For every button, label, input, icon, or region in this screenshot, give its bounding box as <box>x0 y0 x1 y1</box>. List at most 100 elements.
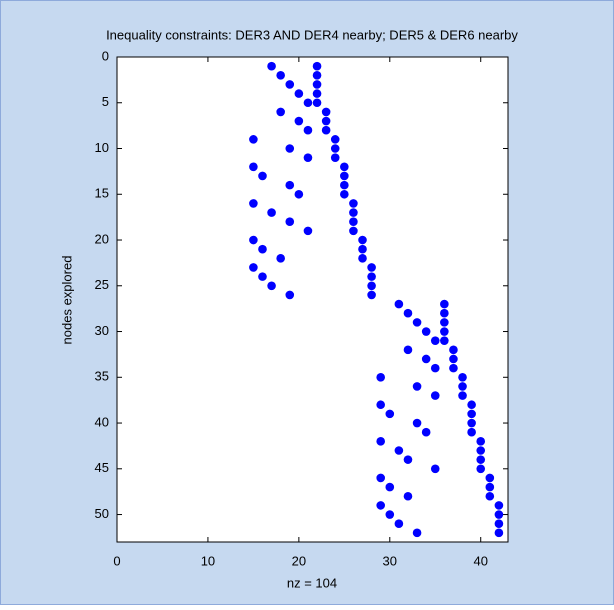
point <box>267 281 276 291</box>
y-axis-label: nodes explored <box>59 256 74 345</box>
point <box>358 254 367 263</box>
point <box>485 473 495 483</box>
point <box>440 327 449 336</box>
point <box>340 189 349 199</box>
point <box>276 71 285 80</box>
point <box>494 510 504 519</box>
point <box>303 153 313 162</box>
point <box>403 308 413 318</box>
point <box>249 135 258 144</box>
point <box>267 208 276 217</box>
point <box>458 391 467 400</box>
point <box>330 153 340 162</box>
plot-area <box>116 56 509 543</box>
point <box>385 510 395 519</box>
point <box>358 244 367 254</box>
point <box>285 80 295 89</box>
point <box>312 71 322 80</box>
point <box>412 528 422 538</box>
point <box>403 345 413 355</box>
y-tick-label: 10 <box>95 140 109 155</box>
point <box>430 336 440 345</box>
point <box>321 107 331 117</box>
point <box>376 400 385 410</box>
point <box>430 464 440 474</box>
point <box>476 464 486 474</box>
point <box>285 290 295 300</box>
point <box>367 290 376 300</box>
point <box>340 180 349 190</box>
point <box>276 107 285 117</box>
point <box>440 336 449 345</box>
point <box>430 363 440 373</box>
point <box>476 455 486 464</box>
x-tick-label: 0 <box>113 553 120 568</box>
point <box>394 519 404 528</box>
point <box>285 217 295 227</box>
point <box>467 427 476 437</box>
point <box>303 226 313 236</box>
point <box>358 235 367 245</box>
point <box>440 299 449 309</box>
point <box>412 382 422 391</box>
point <box>249 199 258 208</box>
y-tick-label: 20 <box>95 231 109 246</box>
point <box>294 189 304 199</box>
point <box>340 162 349 172</box>
point <box>494 528 504 538</box>
point <box>421 327 431 336</box>
point <box>312 98 322 108</box>
point <box>321 116 331 126</box>
point <box>376 501 385 510</box>
x-tick-label: 30 <box>383 553 397 568</box>
y-tick-label: 45 <box>95 460 109 475</box>
y-tick-label: 25 <box>95 277 109 292</box>
point <box>285 144 295 153</box>
point <box>440 318 449 327</box>
point <box>449 354 458 364</box>
point <box>412 318 422 327</box>
point <box>330 135 340 144</box>
point <box>303 125 313 135</box>
point <box>458 382 467 391</box>
point <box>376 437 385 446</box>
point <box>312 80 322 89</box>
point <box>330 144 340 153</box>
x-tick-label: 40 <box>473 553 487 568</box>
y-tick-label: 50 <box>95 506 109 521</box>
point <box>394 299 404 309</box>
point <box>412 418 422 428</box>
point <box>485 482 495 492</box>
point <box>367 272 376 281</box>
point <box>449 345 458 355</box>
point <box>430 391 440 400</box>
point <box>494 519 504 528</box>
point <box>249 263 258 272</box>
point <box>394 446 404 455</box>
point <box>458 372 467 382</box>
point <box>294 116 304 126</box>
y-tick-label: 5 <box>102 94 109 109</box>
point <box>249 235 258 245</box>
point <box>476 446 486 455</box>
point <box>385 409 395 419</box>
point <box>421 427 431 437</box>
point <box>376 473 385 483</box>
y-tick-label: 40 <box>95 414 109 429</box>
point <box>349 199 358 208</box>
point <box>467 409 476 419</box>
point <box>258 171 267 181</box>
y-tick-label: 30 <box>95 323 109 338</box>
chart-title: Inequality constraints: DER3 AND DER4 ne… <box>106 27 518 42</box>
x-axis-label: nz = 104 <box>287 575 337 590</box>
point <box>303 98 313 108</box>
point <box>349 208 358 217</box>
point <box>385 482 395 492</box>
point <box>321 125 331 135</box>
point <box>258 272 267 281</box>
x-tick-label: 10 <box>201 553 215 568</box>
point <box>421 354 431 364</box>
point <box>312 89 322 98</box>
point <box>349 217 358 227</box>
